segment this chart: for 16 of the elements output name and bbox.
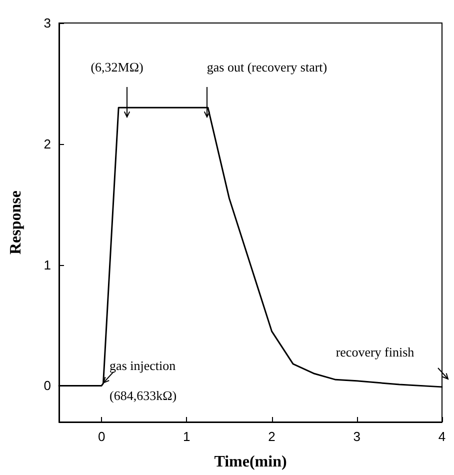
y-tick-label: 0 <box>44 378 51 394</box>
x-tick-label: 1 <box>183 429 190 444</box>
y-tick-label: 1 <box>44 257 51 272</box>
annotation: (6,32MΩ) <box>90 60 144 74</box>
annotation: gas injection <box>110 358 176 374</box>
annotation: recovery finish <box>336 344 415 360</box>
x-axis-title: Time(min) <box>214 454 287 470</box>
y-axis-title: Response <box>8 190 24 255</box>
y-tick-label: 2 <box>44 136 51 152</box>
x-tick-label: 2 <box>268 429 276 444</box>
x-tick-label: 3 <box>353 429 361 444</box>
annotation: (684,633kΩ) <box>110 388 177 404</box>
x-tick-label: 4 <box>438 429 446 444</box>
annotation: gas out (recovery start) <box>206 60 328 74</box>
x-tick-label: 0 <box>98 429 106 444</box>
y-tick-label: 3 <box>44 16 51 30</box>
